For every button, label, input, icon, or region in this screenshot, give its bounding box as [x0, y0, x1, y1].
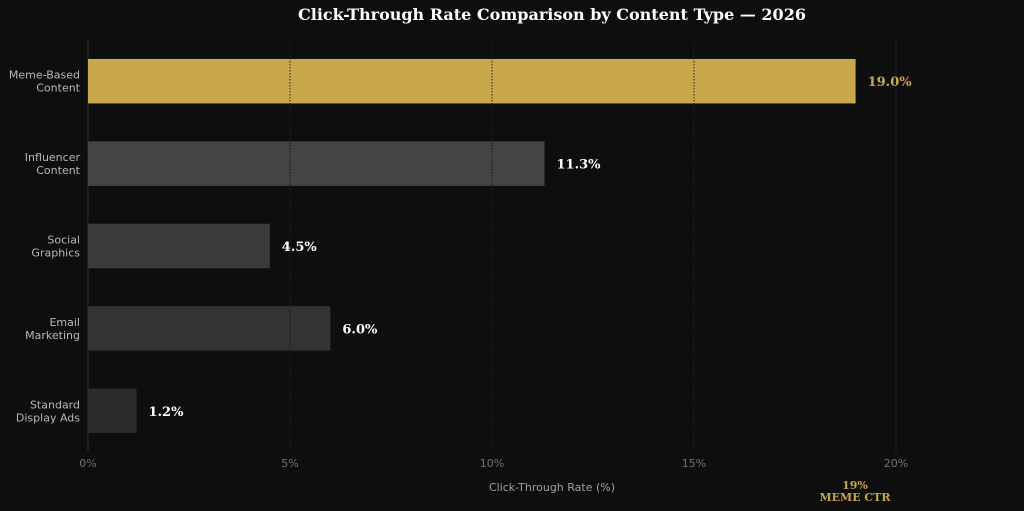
- y-category-label: Influencer Content: [25, 151, 81, 177]
- y-category-label: Meme-Based Content: [9, 69, 81, 95]
- callout-caption: MEME CTR: [819, 491, 891, 504]
- x-tick-label: 10%: [480, 457, 504, 470]
- x-tick-label: 5%: [281, 457, 298, 470]
- grid-overlay: [289, 40, 695, 452]
- bar: [88, 388, 137, 434]
- callout-value: 19%: [842, 479, 868, 492]
- x-axis-label: Click-Through Rate (%): [489, 481, 615, 494]
- x-tick-label: 20%: [884, 457, 908, 470]
- y-category-label: Email Marketing: [25, 316, 80, 342]
- y-category-label: Social Graphics: [31, 234, 80, 260]
- x-tick-label: 15%: [682, 457, 706, 470]
- bar: [88, 306, 331, 351]
- bar-value-label: 4.5%: [282, 240, 318, 255]
- bars: [88, 58, 856, 434]
- bar: [88, 223, 270, 269]
- x-tick-label: 0%: [79, 457, 96, 470]
- bar-value-label: 11.3%: [557, 158, 602, 173]
- bar-value-label: 6.0%: [342, 322, 378, 337]
- y-category-label: Standard Display Ads: [16, 398, 80, 424]
- bar: [88, 58, 856, 104]
- bar-value-label: 1.2%: [148, 405, 184, 420]
- chart-title: Click-Through Rate Comparison by Content…: [298, 5, 806, 24]
- bar: [88, 141, 545, 186]
- labels: 0% 5% 10% 15% 20% Meme-Based Content 19.0% Influ…: [9, 69, 912, 470]
- bar-value-label: 19.0%: [868, 75, 913, 90]
